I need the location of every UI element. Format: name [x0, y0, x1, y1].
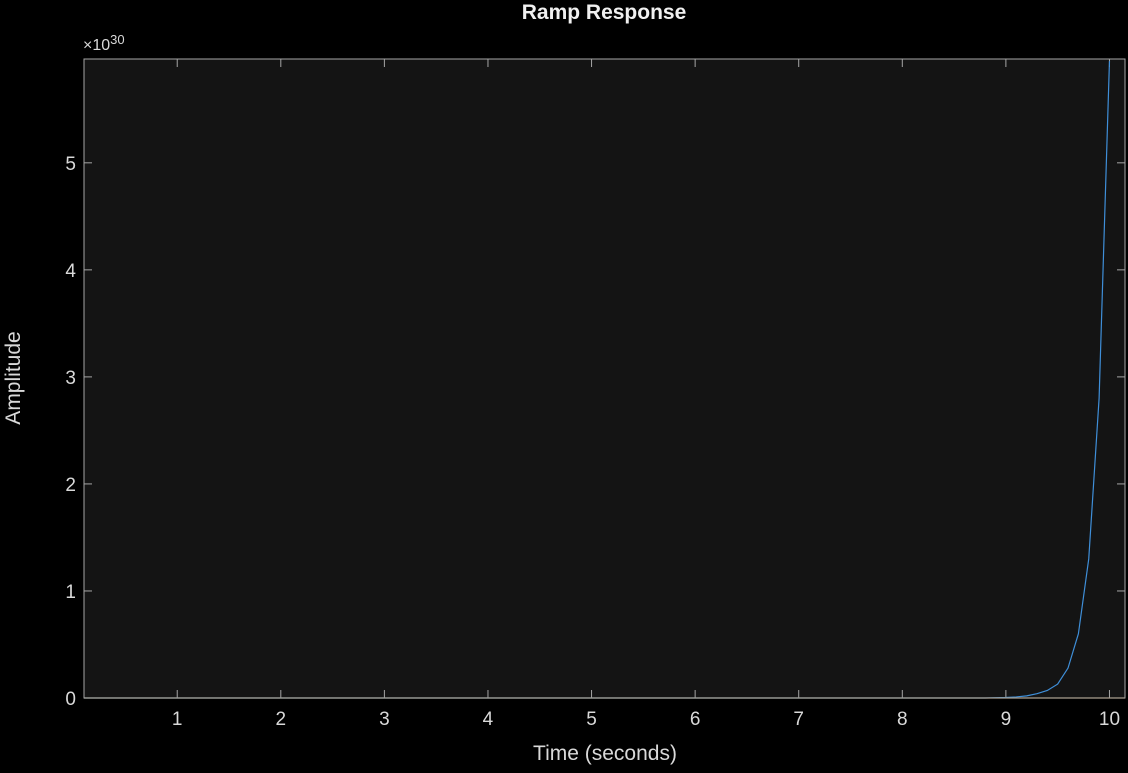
x-tick-label: 3 — [379, 709, 390, 730]
x-tick-label: 6 — [690, 709, 701, 730]
y-tick-label: 3 — [65, 368, 76, 389]
y-tick-label: 4 — [65, 261, 76, 282]
tick-marks — [84, 59, 1125, 699]
x-tick-label: 4 — [483, 709, 494, 730]
axes-frame — [83, 58, 1126, 699]
y-tick-label: 5 — [65, 154, 76, 175]
y-axis-exponent-power: 30 — [110, 32, 124, 47]
tick-labels: 1 2 3 4 5 6 7 8 9 10 0 1 2 3 4 5 — [65, 154, 1120, 730]
x-axis-label: Time (seconds) — [533, 742, 677, 765]
x-tick-label: 2 — [276, 709, 287, 730]
x-tick-label: 9 — [1001, 709, 1012, 730]
y-axis-exponent-base: ×10 — [83, 37, 110, 54]
x-tick-label: 7 — [793, 709, 804, 730]
chart-title: Ramp Response — [522, 1, 687, 24]
x-tick-label: 5 — [586, 709, 597, 730]
axes-background — [84, 59, 1125, 698]
y-tick-label: 2 — [65, 475, 76, 496]
x-tick-label: 8 — [897, 709, 908, 730]
y-axis-label: Amplitude — [2, 331, 25, 424]
x-tick-label: 10 — [1099, 709, 1120, 730]
x-tick-label: 1 — [172, 709, 183, 730]
y-tick-label: 1 — [65, 582, 76, 603]
y-axis-exponent: ×1030 — [83, 32, 125, 54]
y-tick-label: 0 — [65, 689, 76, 710]
